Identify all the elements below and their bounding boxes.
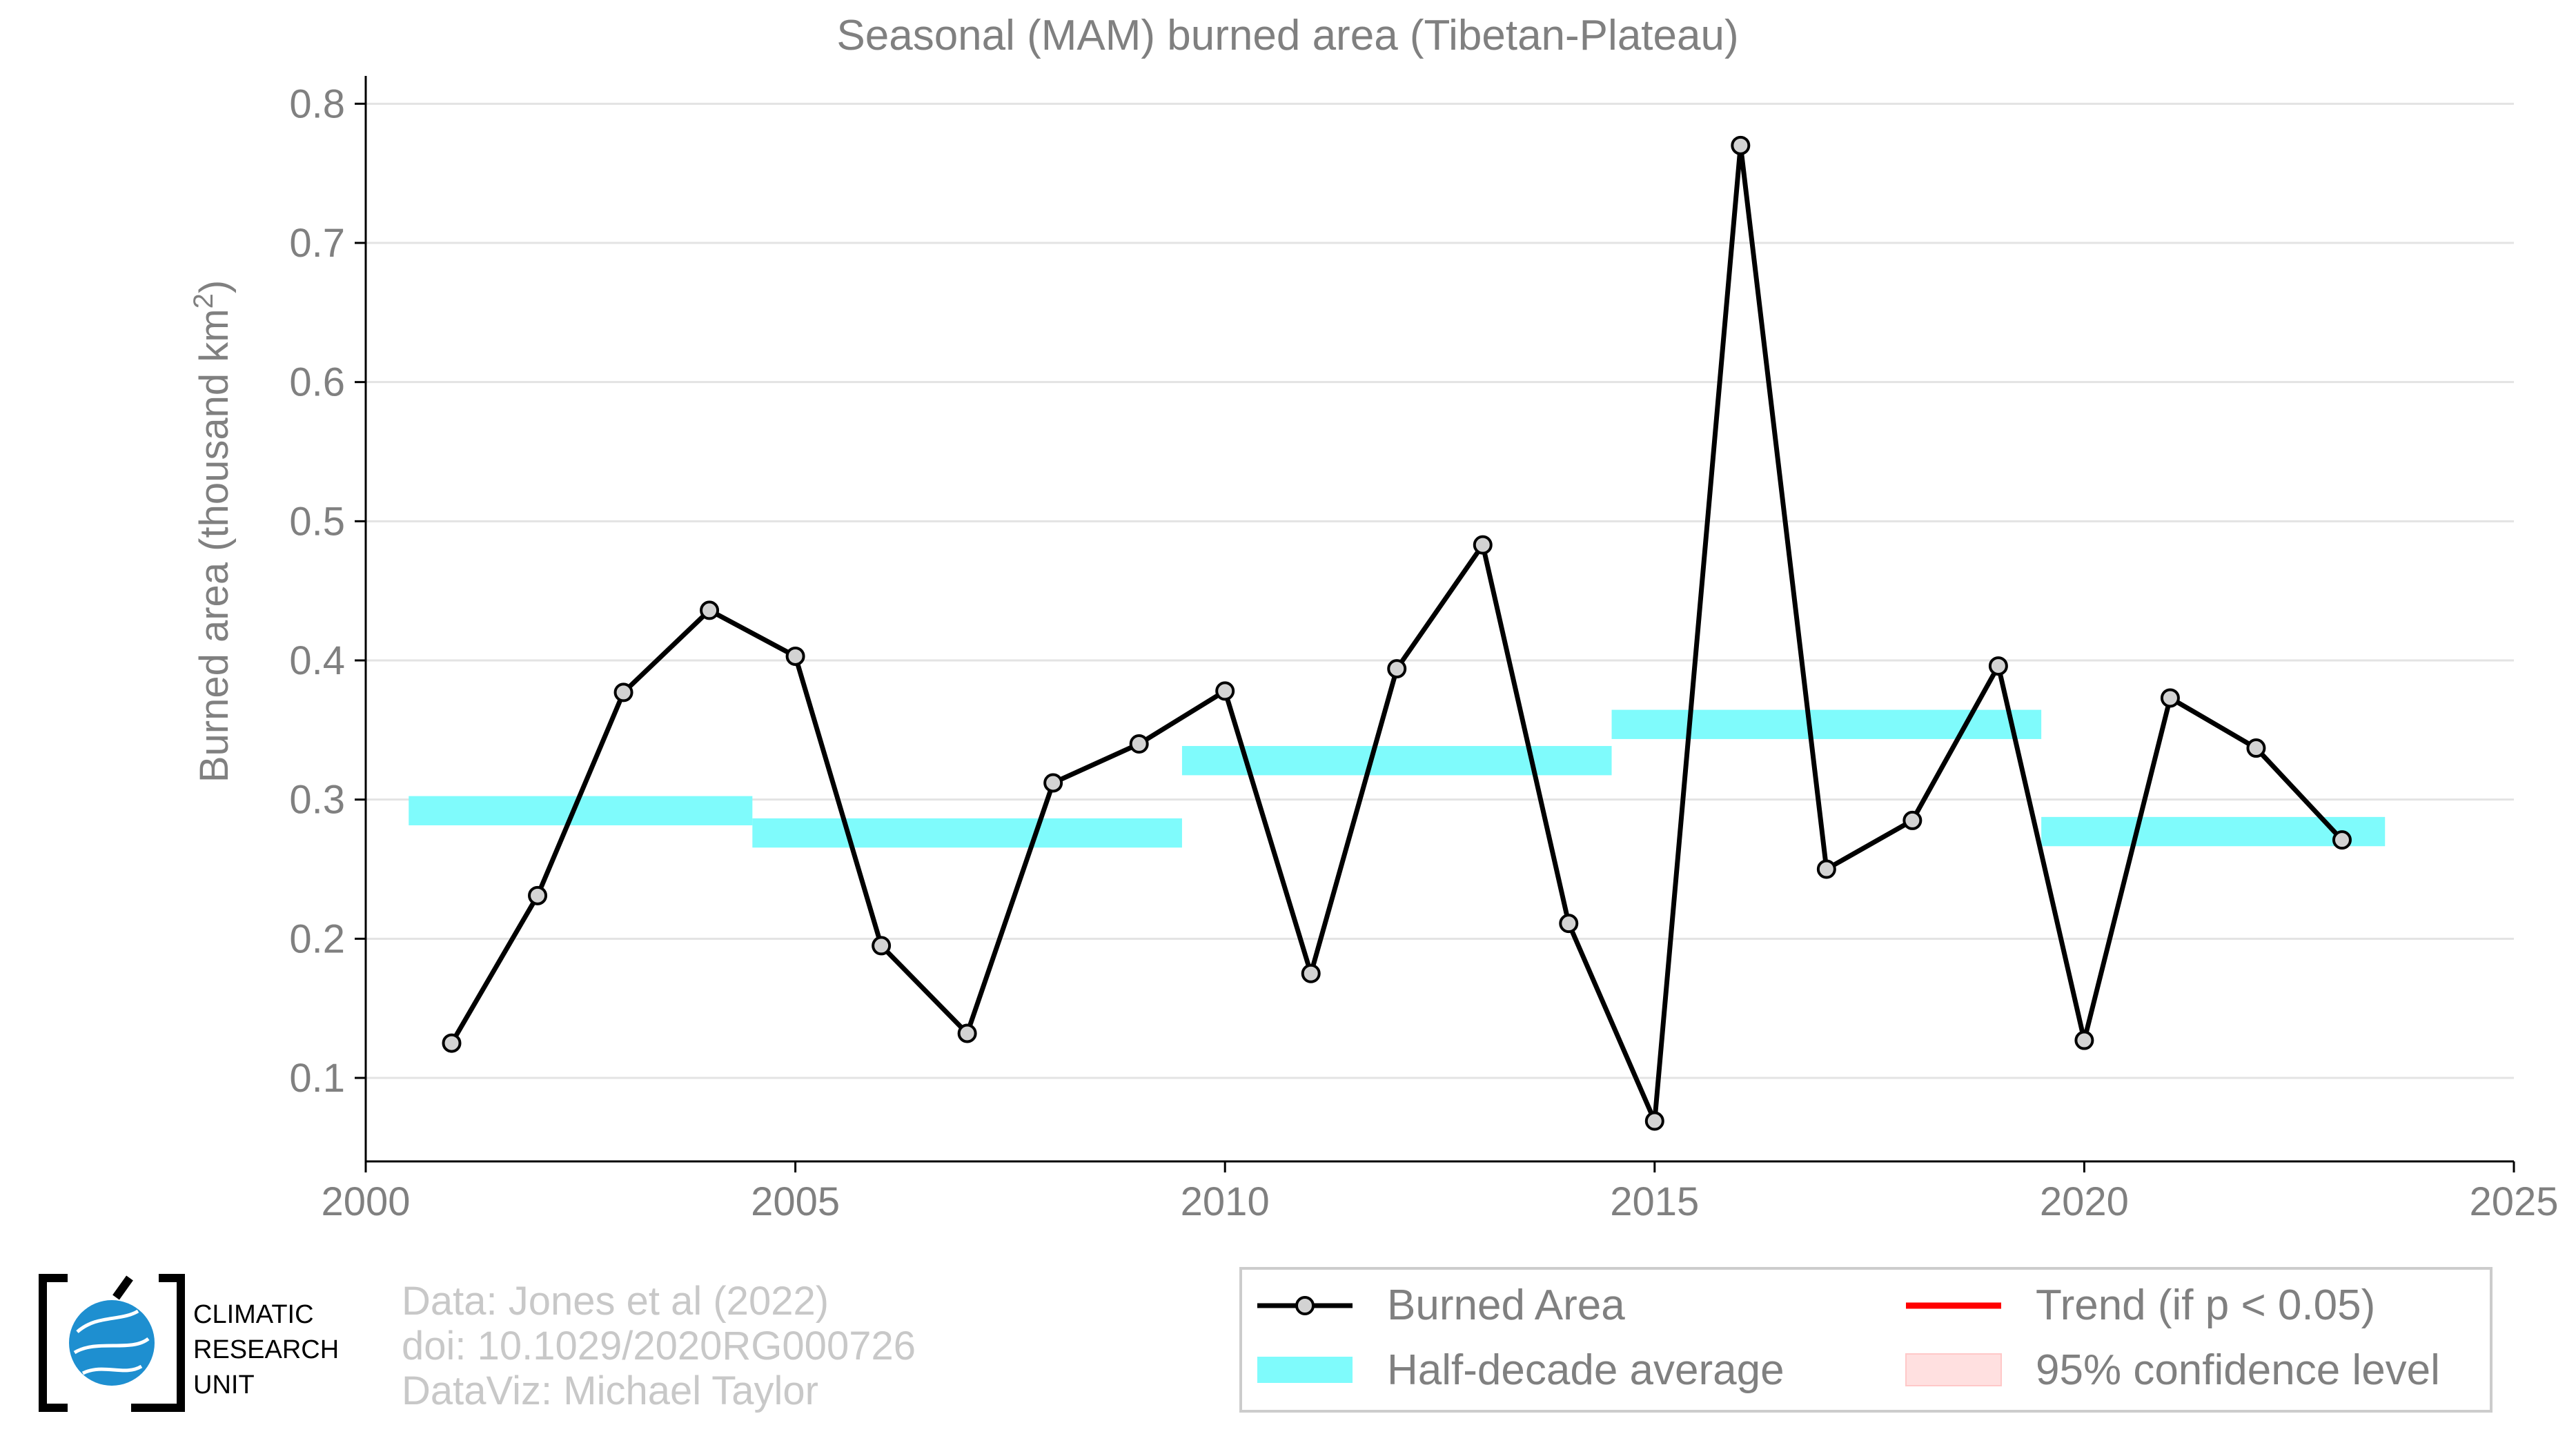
logo-slash <box>112 1275 133 1300</box>
legend-label-half-decade: Half-decade average <box>1387 1346 1784 1394</box>
burned-area-line <box>449 143 2344 1124</box>
burned-area-point <box>442 1033 462 1053</box>
logo-bracket-left <box>39 1274 68 1412</box>
legend-label-trend: Trend (if p < 0.05) <box>2036 1281 2375 1329</box>
grid-layer <box>366 102 2514 1079</box>
y-tick-label: 0.3 <box>289 778 345 823</box>
logo-text-research: RESEARCH <box>193 1335 339 1364</box>
globe-swirl-icon <box>73 1309 150 1375</box>
credit-doi: doi: 10.1029/2020RG000726 <box>402 1324 916 1368</box>
logo-bracket-right <box>131 1274 185 1412</box>
y-tick-label: 0.8 <box>289 81 345 126</box>
axes <box>355 76 2515 1172</box>
x-tick-label: 2010 <box>1181 1179 1270 1224</box>
burned-area-point <box>1559 914 1579 934</box>
globe-icon <box>69 1300 155 1386</box>
burned-area-series <box>442 135 2352 1131</box>
burned-area-point <box>2074 1030 2094 1050</box>
burned-area-point <box>957 1023 977 1043</box>
y-tick-label: 0.2 <box>289 916 345 961</box>
burned-area-point <box>2332 830 2352 850</box>
burned-area-point <box>700 600 720 620</box>
x-tick-label: 2000 <box>321 1179 410 1224</box>
y-tick-label: 0.4 <box>289 638 345 683</box>
legend-confidence-swatch <box>1905 1353 2002 1386</box>
chart-title: Seasonal (MAM) burned area (Tibetan-Plat… <box>836 12 1738 59</box>
legend-label-burned-area: Burned Area <box>1387 1281 1625 1329</box>
burned-area-point <box>1902 810 1923 830</box>
legend-burned-area-marker <box>1295 1296 1315 1315</box>
burned-area-point <box>1473 535 1493 555</box>
burned-area-point <box>2246 738 2266 758</box>
legend-frame <box>1239 1267 2493 1413</box>
x-tick-label: 2020 <box>2040 1179 2129 1224</box>
logo-text-climatic: CLIMATIC <box>193 1300 314 1329</box>
climatic-research-unit-logo: CLIMATIC RESEARCH UNIT <box>39 1274 339 1412</box>
burned-area-point <box>1988 656 2008 676</box>
credit-dataviz: DataViz: Michael Taylor <box>402 1368 818 1413</box>
burned-area-point <box>1387 659 1407 679</box>
legend-half-decade-swatch <box>1257 1357 1353 1383</box>
half-decade-average-band <box>1181 746 1612 776</box>
half-decade-bands <box>409 709 2386 848</box>
tick-labels: 0.1 0.2 0.3 0.4 0.5 0.6 0.7 0.8 2000 2005 2010 2015… <box>289 81 2558 1224</box>
burned-area-point <box>613 682 633 703</box>
burned-area-point <box>2160 688 2180 708</box>
half-decade-average-band <box>409 796 753 825</box>
y-axis-label-main: Burned area (thousand km <box>192 308 237 783</box>
burned-area-point <box>528 885 548 905</box>
burned-area-point <box>872 936 892 956</box>
burned-area-point <box>785 646 805 666</box>
y-tick-label: 0.1 <box>289 1056 345 1101</box>
half-decade-average-band <box>752 818 1182 848</box>
x-tick-label: 2025 <box>2469 1179 2558 1224</box>
y-axis-label-end: ) <box>192 280 237 293</box>
legend-label-confidence: 95% confidence level <box>2036 1346 2440 1394</box>
x-tick-label: 2015 <box>1610 1179 1699 1224</box>
burned-area-point <box>1043 773 1063 793</box>
y-axis-label: Burned area (thousand km2) <box>188 280 237 783</box>
burned-area-point <box>1816 859 1836 879</box>
credit-data-source: Data: Jones et al (2022) <box>402 1279 829 1324</box>
y-tick-label: 0.7 <box>289 221 345 266</box>
burned-area-point <box>1301 963 1321 983</box>
burned-area-point <box>1731 135 1751 155</box>
y-tick-label: 0.6 <box>289 360 345 405</box>
burned-area-point <box>1129 734 1149 754</box>
legend: Burned Area Trend (if p < 0.05) Half-dec… <box>1239 1267 2493 1413</box>
burned-area-point <box>1644 1111 1664 1131</box>
x-tick-label: 2005 <box>751 1179 840 1224</box>
burned-area-point <box>1215 681 1235 701</box>
y-tick-label: 0.5 <box>289 499 345 544</box>
half-decade-average-band <box>1611 709 2042 739</box>
y-axis-label-sup: 2 <box>188 293 219 308</box>
logo-text-unit: UNIT <box>193 1371 255 1399</box>
